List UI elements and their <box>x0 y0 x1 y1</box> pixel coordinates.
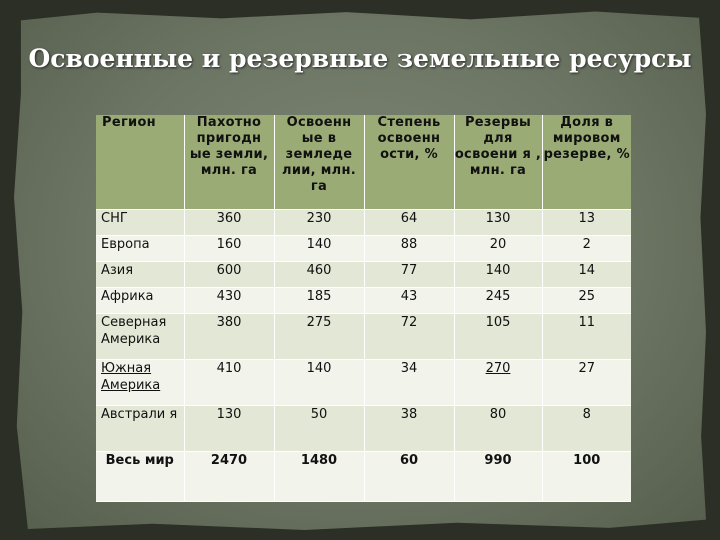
cell-arable: 430 <box>184 287 275 314</box>
cell-share: 25 <box>542 287 631 314</box>
cell-degree: 64 <box>364 209 455 236</box>
table-row: СНГ 360 230 64 130 13 <box>96 209 631 236</box>
cell-arable: 160 <box>184 235 275 262</box>
cell-developed: 230 <box>274 209 365 236</box>
header-development-degree: Степень освоенн ости, % <box>364 115 455 210</box>
cell-degree: 38 <box>364 405 455 452</box>
header-region: Регион <box>96 115 185 210</box>
cell-region: Азия <box>96 261 185 288</box>
cell-reserves: 105 <box>454 313 543 360</box>
cell-reserves: 80 <box>454 405 543 452</box>
cell-region: СНГ <box>96 209 185 236</box>
slide-title: Освоенные и резервные земельные ресурсы <box>28 44 692 73</box>
cell-developed: 50 <box>274 405 365 452</box>
cell-degree: 60 <box>364 451 455 502</box>
cell-region: Австрали я <box>96 405 185 452</box>
cell-reserves: 990 <box>454 451 543 502</box>
cell-developed: 140 <box>274 235 365 262</box>
cell-share: 13 <box>542 209 631 236</box>
cell-region: Северная Америка <box>96 313 185 360</box>
cell-share: 100 <box>542 451 631 502</box>
cell-developed: 275 <box>274 313 365 360</box>
cell-reserves: 245 <box>454 287 543 314</box>
cell-degree: 77 <box>364 261 455 288</box>
table-row: Европа 160 140 88 20 2 <box>96 235 631 262</box>
cell-degree: 34 <box>364 359 455 406</box>
table-row-total: Весь мир 2470 1480 60 990 100 <box>96 451 631 502</box>
cell-developed: 185 <box>274 287 365 314</box>
table-row: Южная Америка 410 140 34 270 27 <box>96 359 631 406</box>
header-developed-land: Освоенн ые в земледе лии, млн. га <box>274 115 365 210</box>
header-arable-land: Пахотно пригодн ые земли, млн. га <box>184 115 275 210</box>
cell-region: Европа <box>96 235 185 262</box>
cell-degree: 88 <box>364 235 455 262</box>
cell-share: 27 <box>542 359 631 406</box>
cell-region: Южная Америка <box>96 359 185 406</box>
table-row: Азия 600 460 77 140 14 <box>96 261 631 288</box>
land-resources-table: Регион Пахотно пригодн ые земли, млн. га… <box>96 115 631 502</box>
header-reserves: Резервы для освоени я , млн. га <box>454 115 543 210</box>
table-header: Регион Пахотно пригодн ые земли, млн. га… <box>96 115 631 210</box>
cell-arable: 410 <box>184 359 275 406</box>
cell-arable: 130 <box>184 405 275 452</box>
cell-developed: 140 <box>274 359 365 406</box>
cell-share: 8 <box>542 405 631 452</box>
cell-degree: 43 <box>364 287 455 314</box>
cell-arable: 2470 <box>184 451 275 502</box>
table-row: Северная Америка 380 275 72 105 11 <box>96 313 631 360</box>
cell-arable: 360 <box>184 209 275 236</box>
cell-arable: 600 <box>184 261 275 288</box>
cell-developed: 460 <box>274 261 365 288</box>
cell-arable: 380 <box>184 313 275 360</box>
cell-degree: 72 <box>364 313 455 360</box>
cell-region: Африка <box>96 287 185 314</box>
cell-share: 2 <box>542 235 631 262</box>
cell-reserves: 140 <box>454 261 543 288</box>
table-row: Австрали я 130 50 38 80 8 <box>96 405 631 452</box>
cell-reserves: 130 <box>454 209 543 236</box>
cell-reserves: 20 <box>454 235 543 262</box>
header-world-reserve-share: Доля в мировом резерве, % <box>542 115 631 210</box>
cell-reserves: 270 <box>454 359 543 406</box>
cell-share: 11 <box>542 313 631 360</box>
cell-region: Весь мир <box>96 451 185 502</box>
table-row: Африка 430 185 43 245 25 <box>96 287 631 314</box>
cell-developed: 1480 <box>274 451 365 502</box>
cell-share: 14 <box>542 261 631 288</box>
